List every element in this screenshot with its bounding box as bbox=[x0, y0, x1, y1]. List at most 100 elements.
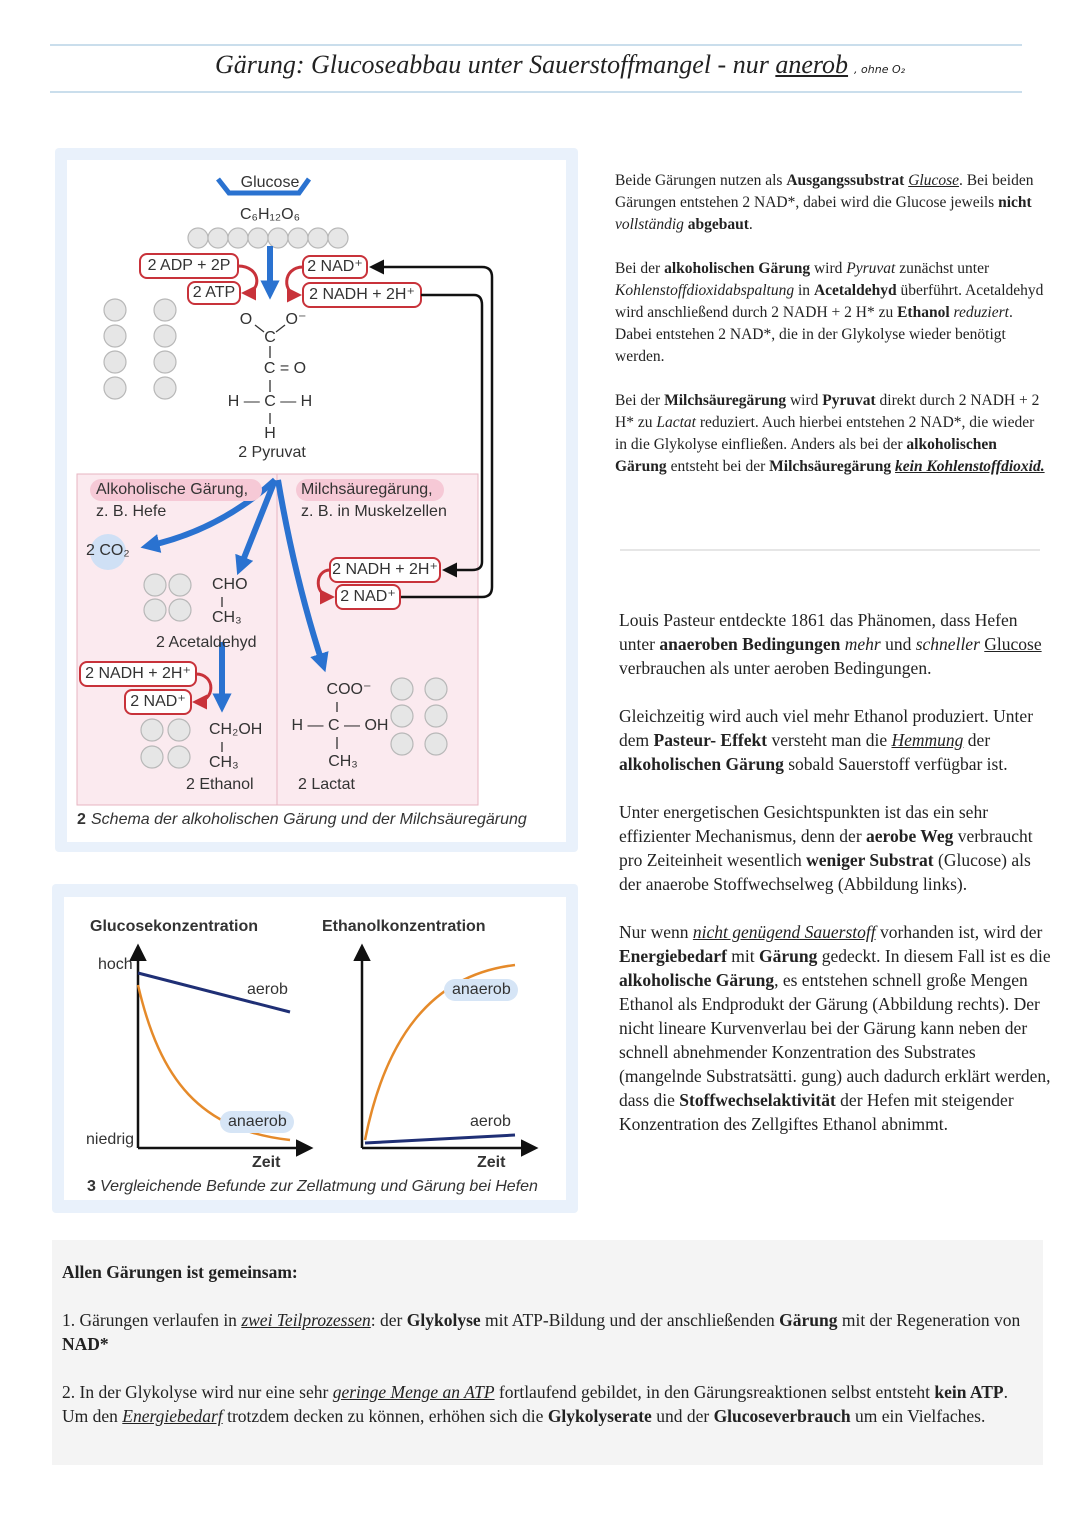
paragraph: Gleichzeitig wird auch viel mehr Ethanol… bbox=[619, 704, 1051, 776]
beads bbox=[103, 227, 448, 769]
title: Gärung: Glucoseabbau unter Sauerstoffman… bbox=[0, 50, 1080, 80]
styled-run: Acetaldehyd bbox=[813, 282, 897, 299]
styled-run: Glucose bbox=[984, 634, 1042, 654]
styled-run: anerob bbox=[775, 50, 849, 79]
cofactor: 2 NADH + 2H⁺ bbox=[332, 561, 438, 578]
styled-run: Glykolyserate bbox=[547, 1406, 652, 1426]
styled-run: zwei Teilprozessen bbox=[241, 1310, 371, 1330]
styled-run: Milchsäuregärung bbox=[769, 458, 892, 475]
formula: COO⁻ bbox=[327, 681, 372, 698]
bead bbox=[247, 227, 269, 249]
text-run: , es entstehen schnell große Mengen Etha… bbox=[619, 970, 1051, 1110]
styled-run: nicht genügend Sauerstoff bbox=[692, 922, 876, 942]
formula: CH₃ bbox=[212, 609, 242, 626]
styled-run: Ethanol bbox=[897, 304, 950, 321]
styled-run: Energiebedarf bbox=[619, 946, 727, 966]
text-run: . Bei beiden Gärungen entstehen 2 NAD*, … bbox=[615, 172, 1034, 211]
styled-run: Energiebedarf bbox=[122, 1406, 223, 1426]
text-run: Nur wenn bbox=[619, 922, 693, 942]
text-run: gedeckt. In diesem Fall ist es die bbox=[817, 946, 1051, 966]
text-run: und bbox=[880, 634, 916, 654]
styled-run: weniger Substrat bbox=[806, 850, 934, 870]
bead bbox=[227, 227, 249, 249]
text-run: Louis Pasteur entdeckte 1861 das Phänome… bbox=[619, 610, 1018, 654]
styled-run: Gärung bbox=[759, 946, 818, 966]
curve-label: aerob bbox=[470, 1113, 511, 1130]
text-run: . bbox=[748, 216, 753, 233]
bead bbox=[143, 573, 167, 597]
bead bbox=[424, 732, 448, 756]
bead bbox=[103, 324, 127, 348]
text-run: verbraucht pro Zeiteinheit wesentlich bbox=[619, 826, 1033, 870]
cofactor: 2 NAD⁺ bbox=[130, 693, 186, 710]
title-text: Gärung: Glucoseabbau unter Sauerstoffman… bbox=[215, 50, 848, 79]
curve-label: anaerob bbox=[452, 981, 511, 998]
formula: O⁻ bbox=[286, 311, 307, 328]
text-run: wird bbox=[786, 392, 823, 409]
styled-run: Glykolyse bbox=[406, 1310, 481, 1330]
bead bbox=[168, 598, 192, 622]
styled-run: alkoholischen Gärung bbox=[664, 260, 811, 277]
styled-run: Milchsäuregärung bbox=[664, 392, 787, 409]
text-run: Unter energetischen Gesichtspunkten ist … bbox=[619, 802, 989, 846]
bead bbox=[390, 677, 414, 701]
label: z. B. in Muskelzellen bbox=[301, 503, 447, 520]
text-run: der bbox=[963, 730, 991, 750]
bead bbox=[424, 677, 448, 701]
styled-run: mehr bbox=[844, 634, 881, 654]
styled-run: Gärung bbox=[779, 1310, 838, 1330]
text-run: und der bbox=[651, 1406, 714, 1426]
text-run: : der bbox=[370, 1310, 407, 1330]
text-run: fortlaufend gebildet, in den Gärungsreak… bbox=[494, 1382, 935, 1402]
formula: C bbox=[264, 329, 276, 346]
styled-run: Pyruvat bbox=[846, 260, 896, 277]
formula: H — C — OH bbox=[292, 717, 389, 734]
bead bbox=[167, 718, 191, 742]
styled-run: kein Kohlenstoffdioxid. bbox=[895, 458, 1045, 475]
bead bbox=[168, 573, 192, 597]
styled-run: reduziert bbox=[953, 304, 1009, 321]
text-run: Bei der bbox=[615, 260, 665, 277]
formula: CHO bbox=[212, 576, 248, 593]
axis-label: Zeit bbox=[252, 1154, 281, 1171]
paragraph: Louis Pasteur entdeckte 1861 das Phänome… bbox=[619, 608, 1051, 680]
axis-label: niedrig bbox=[86, 1131, 134, 1148]
header-rules bbox=[50, 44, 1040, 551]
figure-2: Glucose C₆H₁₂O₆ 2 ADP + 2P 2 ATP 2 NAD⁺ … bbox=[55, 148, 578, 852]
styled-run: Allen Gärungen ist gemeinsam: bbox=[62, 1262, 298, 1282]
styled-run: NAD* bbox=[62, 1334, 109, 1354]
formula: CH₂OH bbox=[209, 721, 262, 738]
text-run: Bei der bbox=[615, 392, 665, 409]
bead bbox=[153, 298, 177, 322]
label: z. B. Hefe bbox=[96, 503, 166, 520]
paragraph: Nur wenn nicht genügend Sauerstoff vorha… bbox=[619, 920, 1051, 1136]
axis-label: Zeit bbox=[477, 1154, 506, 1171]
text-run: der Hefen mit steigender Konzentration d… bbox=[619, 1090, 1014, 1134]
cofactor: 2 NAD⁺ bbox=[340, 588, 396, 605]
styled-run: alkoholischen Gärung bbox=[615, 436, 997, 475]
bead bbox=[327, 227, 349, 249]
text-run: wird bbox=[810, 260, 847, 277]
text-run: (Glucose) als der anaerobe Stoffwechselw… bbox=[619, 850, 1031, 894]
label: Milchsäuregärung, bbox=[301, 481, 433, 498]
paragraph: 1. Gärungen verlaufen in zwei Teilprozes… bbox=[62, 1308, 1037, 1356]
formula: C₆H₁₂O₆ bbox=[240, 206, 300, 223]
text-run: 2. In der Glykolyse wird nur eine sehr bbox=[62, 1382, 333, 1402]
paragraph: Bei der Milchsäuregärung wird Pyruvat di… bbox=[615, 390, 1050, 478]
bead bbox=[103, 376, 127, 400]
text-run: mit der Regeneration von bbox=[837, 1310, 1021, 1330]
caption: Vergleichende Befunde zur Zellatmung und… bbox=[100, 1178, 538, 1195]
curve-label: aerob bbox=[247, 981, 288, 998]
text-run: . Um den bbox=[62, 1382, 1008, 1426]
chart-title: Ethanolkonzentration bbox=[322, 918, 486, 935]
bead bbox=[153, 376, 177, 400]
summary-box bbox=[52, 1240, 1043, 1465]
figure-3: Glucosekonzentration Ethanolkonzentratio… bbox=[52, 884, 578, 1213]
styled-run: schneller bbox=[915, 634, 980, 654]
cofactor: 2 NADH + 2H⁺ bbox=[85, 665, 191, 682]
chart-title: Glucosekonzentration bbox=[90, 918, 258, 935]
bead bbox=[207, 227, 229, 249]
styled-run: alkoholischen Gärung bbox=[619, 754, 784, 774]
text-run: zunächst unter bbox=[895, 260, 990, 277]
